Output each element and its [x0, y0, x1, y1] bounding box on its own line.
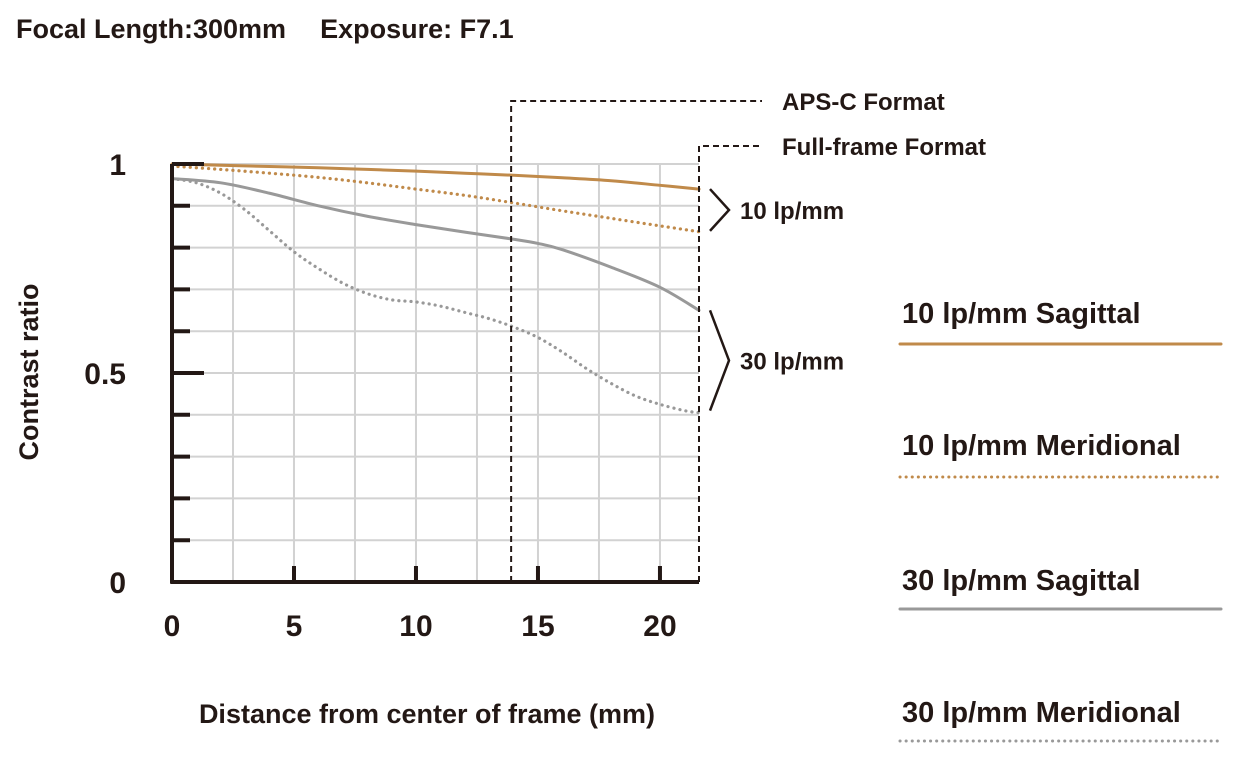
- format-marker-line-1: [698, 145, 762, 582]
- x-tick-label: 5: [286, 610, 303, 643]
- format-marker-label-0: APS-C Format: [782, 89, 945, 116]
- format-marker-line-0: [510, 100, 762, 582]
- x-tick-label: 15: [521, 610, 554, 643]
- focal-length-label: Focal Length:300mm: [16, 14, 287, 44]
- group-label-1: 30 lp/mm: [740, 348, 844, 375]
- group-bracket-1: [708, 309, 731, 412]
- y-tick-label: 0: [109, 567, 126, 600]
- y-tick-label: 1: [109, 149, 126, 182]
- chart-title: Focal Length:300mm Exposure: F7.1: [16, 14, 514, 45]
- axes: 00.510 5 10 15 20: [84, 149, 699, 643]
- format-markers: APS-C Format Full-frame Format: [510, 89, 986, 582]
- group-label-0: 10 lp/mm: [740, 198, 844, 225]
- format-marker-label-1: Full-frame Format: [782, 134, 986, 161]
- series-line-1: [170, 164, 701, 234]
- series-lines: [170, 162, 701, 415]
- legend-label-3: 30 lp/mm Meridional: [902, 697, 1181, 729]
- x-axis-title: Distance from center of frame (mm): [199, 699, 655, 729]
- legend-label-1: 10 lp/mm Meridional: [902, 430, 1181, 462]
- y-tick-label: 0.5: [84, 358, 126, 391]
- grid: [172, 163, 699, 582]
- group-bracket-0: [709, 188, 731, 232]
- series-line-3: [170, 177, 701, 415]
- legend: 10 lp/mm Sagittal 10 lp/mm Meridional 30 l…: [898, 298, 1223, 743]
- x-tick-label: 0: [164, 610, 181, 643]
- y-axis-title: Contrast ratio: [14, 283, 44, 460]
- x-tick-label: 20: [643, 610, 676, 643]
- series-line-0: [170, 162, 701, 191]
- exposure-label: Exposure: F7.1: [320, 14, 514, 44]
- x-tick-label: 10: [399, 610, 432, 643]
- legend-label-2: 30 lp/mm Sagittal: [902, 565, 1141, 597]
- series-line-2: [170, 177, 701, 312]
- legend-label-0: 10 lp/mm Sagittal: [902, 298, 1141, 330]
- group-labels: 10 lp/mm 30 lp/mm: [708, 188, 844, 412]
